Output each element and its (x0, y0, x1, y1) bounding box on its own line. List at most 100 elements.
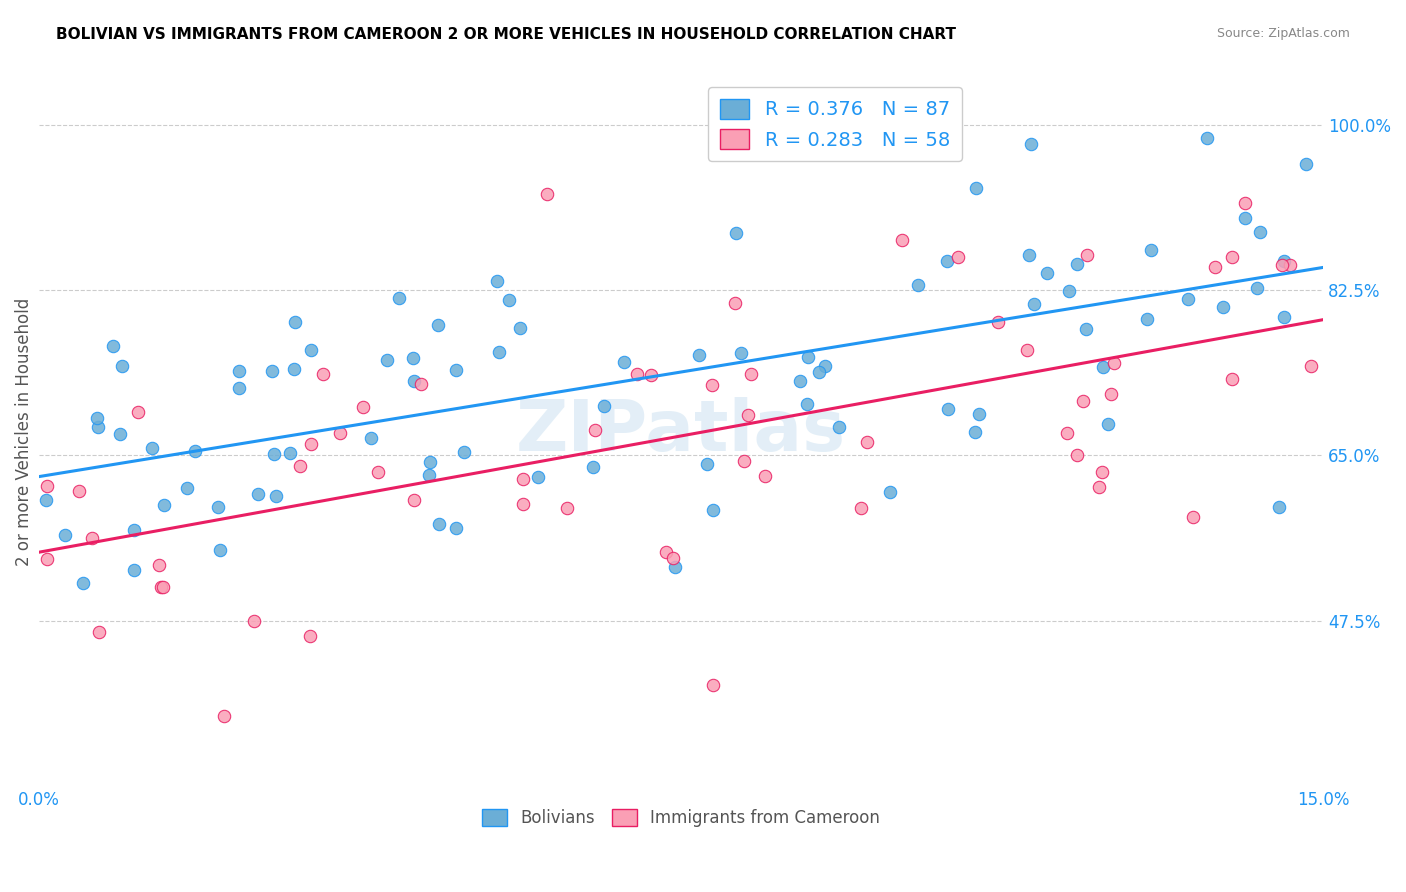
Point (1246, 281, 1268, 295)
Point (82, 531, 104, 545)
Point (1295, 156, 1317, 170)
Point (856, 434, 879, 449)
Point (1056, 426, 1078, 441)
Point (754, 469, 776, 483)
Point (278, 446, 301, 460)
Point (419, 455, 441, 469)
Point (283, 362, 305, 376)
Point (527, 469, 550, 483)
Point (1024, 297, 1046, 311)
Point (329, 426, 352, 441)
Point (1249, 225, 1271, 239)
Point (228, 380, 250, 394)
Point (498, 293, 520, 307)
Point (733, 454, 755, 468)
Point (702, 503, 724, 517)
Point (1274, 253, 1296, 268)
Point (1088, 480, 1111, 494)
Point (184, 444, 207, 458)
Point (1136, 312, 1159, 326)
Point (1268, 500, 1291, 514)
Text: BOLIVIAN VS IMMIGRANTS FROM CAMEROON 2 OR MORE VEHICLES IN HOUSEHOLD CORRELATION: BOLIVIAN VS IMMIGRANTS FROM CAMEROON 2 O… (56, 27, 956, 42)
Point (640, 368, 662, 383)
Point (1272, 310, 1295, 325)
Point (86, 411, 108, 425)
Point (664, 560, 686, 574)
Point (1140, 243, 1163, 257)
Point (626, 367, 648, 381)
Point (800, 99, 823, 113)
Point (1220, 371, 1243, 385)
Point (987, 315, 1010, 329)
Point (557, 500, 579, 515)
Point (446, 363, 468, 377)
Point (963, 425, 986, 439)
Point (1074, 322, 1097, 336)
Point (796, 350, 818, 364)
Point (312, 367, 335, 381)
Point (409, 376, 432, 391)
Point (53, 528, 76, 542)
Point (101, 339, 124, 353)
Point (402, 351, 425, 365)
Point (124, 523, 146, 537)
Point (263, 447, 285, 461)
Point (1181, 510, 1204, 524)
Point (724, 295, 747, 310)
Point (87, 420, 110, 434)
Point (1036, 266, 1059, 280)
Point (212, 709, 235, 723)
Point (485, 274, 508, 288)
Point (176, 481, 198, 495)
Point (891, 233, 914, 247)
Point (1099, 386, 1122, 401)
Point (536, 187, 558, 202)
Point (488, 345, 510, 359)
Point (72, 575, 94, 590)
Point (593, 399, 616, 413)
Point (299, 437, 322, 451)
Point (149, 580, 172, 594)
Point (388, 291, 411, 305)
Text: Source: ZipAtlas.com: Source: ZipAtlas.com (1216, 27, 1350, 40)
Point (512, 472, 534, 486)
Point (208, 542, 231, 557)
Point (808, 365, 831, 379)
Point (1066, 257, 1088, 271)
Point (583, 423, 606, 437)
Point (613, 355, 636, 369)
Point (702, 678, 724, 692)
Point (965, 180, 987, 194)
Point (813, 359, 835, 374)
Point (262, 364, 284, 378)
Point (724, 226, 747, 240)
Point (264, 489, 287, 503)
Point (849, 501, 872, 516)
Point (108, 426, 131, 441)
Point (1091, 465, 1114, 479)
Point (1097, 417, 1119, 432)
Point (696, 457, 718, 471)
Point (148, 558, 170, 573)
Point (654, 545, 676, 559)
Point (688, 348, 710, 362)
Point (111, 359, 134, 373)
Point (662, 550, 685, 565)
Point (1092, 359, 1115, 374)
Y-axis label: 2 or more Vehicles in Household: 2 or more Vehicles in Household (15, 298, 32, 566)
Point (375, 353, 398, 368)
Point (582, 459, 605, 474)
Point (512, 497, 534, 511)
Point (789, 374, 811, 388)
Point (948, 250, 970, 264)
Point (1019, 137, 1042, 152)
Point (402, 493, 425, 508)
Point (936, 401, 959, 416)
Point (290, 458, 312, 473)
Point (87, 624, 110, 639)
Point (35, 479, 58, 493)
Point (299, 629, 322, 643)
Point (1104, 356, 1126, 370)
Point (828, 420, 851, 434)
Point (967, 407, 990, 421)
